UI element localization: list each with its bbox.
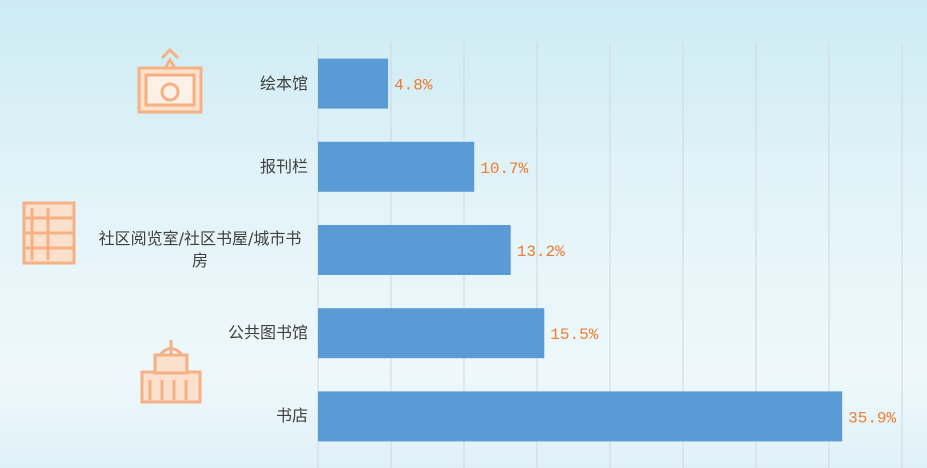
y-tick-label: 书店 bbox=[275, 406, 308, 426]
y-tick-label-box: 社区阅览室/社区书屋/城市书房 bbox=[92, 220, 308, 280]
bar bbox=[318, 391, 843, 442]
y-tick-label-box: 公共图书馆 bbox=[228, 303, 308, 363]
y-tick-label: 报刊栏 bbox=[259, 156, 308, 176]
bar bbox=[318, 58, 389, 109]
value-label: 15.5% bbox=[550, 326, 598, 344]
value-label: 4.8% bbox=[394, 77, 433, 95]
y-tick-label-box: 书店 bbox=[276, 386, 308, 446]
y-tick-label: 公共图书馆 bbox=[227, 323, 308, 343]
y-tick-label: 社区阅览室/社区书屋/城市书房 bbox=[98, 229, 302, 270]
value-label: 13.2% bbox=[517, 243, 565, 261]
y-tick-label-box: 绘本馆 bbox=[260, 54, 308, 114]
bar bbox=[318, 308, 545, 359]
bar bbox=[318, 225, 511, 275]
value-label: 35.9% bbox=[848, 409, 896, 427]
value-label: 10.7% bbox=[480, 160, 528, 178]
decor-icons bbox=[22, 47, 203, 404]
y-tick-label-box: 报刊栏 bbox=[260, 137, 308, 197]
bar bbox=[318, 141, 475, 192]
y-tick-label: 绘本馆 bbox=[259, 73, 308, 93]
